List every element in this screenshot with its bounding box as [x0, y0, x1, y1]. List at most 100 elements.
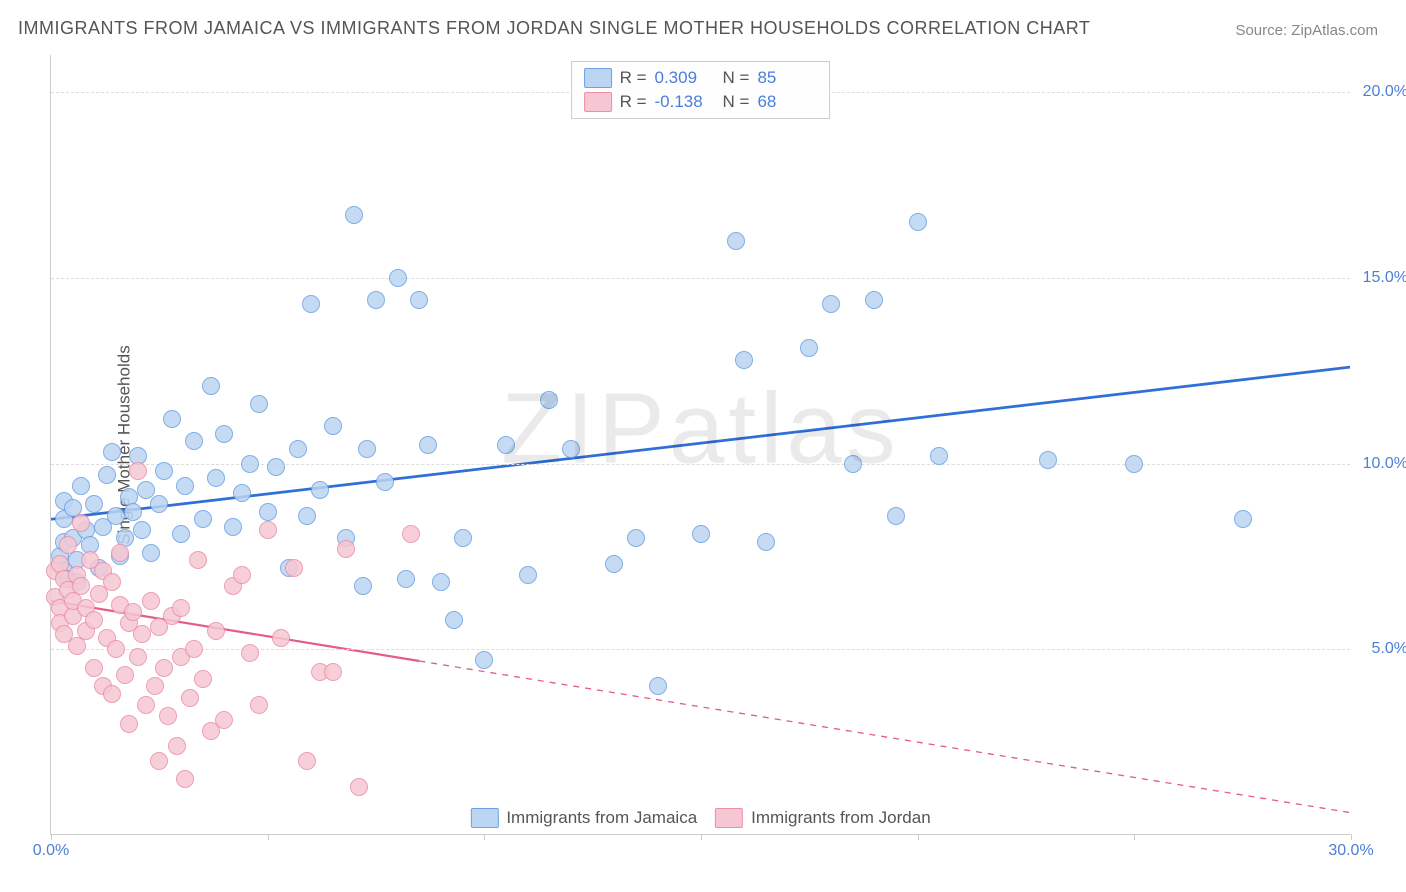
data-point-jordan	[111, 544, 129, 562]
legend-swatch-jamaica	[584, 68, 612, 88]
y-tick-label: 15.0%	[1363, 269, 1406, 287]
legend-swatch-jamaica-b	[470, 808, 498, 828]
data-point-jordan	[124, 603, 142, 621]
data-point-jordan	[120, 715, 138, 733]
legend-r-value-jamaica: 0.309	[655, 68, 715, 88]
data-point-jordan	[133, 625, 151, 643]
data-point-jordan	[146, 677, 164, 695]
data-point-jamaica	[163, 410, 181, 428]
data-point-jamaica	[98, 466, 116, 484]
data-point-jordan	[168, 737, 186, 755]
data-point-jamaica	[454, 529, 472, 547]
data-point-jordan	[129, 648, 147, 666]
series-legend: Immigrants from Jamaica Immigrants from …	[470, 808, 930, 828]
data-point-jamaica	[735, 351, 753, 369]
data-point-jamaica	[107, 507, 125, 525]
data-point-jamaica	[259, 503, 277, 521]
data-point-jordan	[72, 514, 90, 532]
y-tick-label: 5.0%	[1372, 640, 1406, 658]
data-point-jamaica	[540, 391, 558, 409]
data-point-jamaica	[250, 395, 268, 413]
data-point-jordan	[103, 685, 121, 703]
data-point-jamaica	[354, 577, 372, 595]
data-point-jamaica	[800, 339, 818, 357]
data-point-jamaica	[367, 291, 385, 309]
data-point-jamaica	[324, 417, 342, 435]
data-point-jamaica	[497, 436, 515, 454]
data-point-jamaica	[1039, 451, 1057, 469]
data-point-jordan	[137, 696, 155, 714]
correlation-legend: R = 0.309 N = 85 R = -0.138 N = 68	[571, 61, 831, 119]
legend-n-value-jordan: 68	[757, 92, 817, 112]
data-point-jamaica	[133, 521, 151, 539]
data-point-jamaica	[1125, 455, 1143, 473]
x-tick-label: 0.0%	[33, 842, 69, 860]
x-tick-mark	[484, 834, 485, 840]
data-point-jordan	[324, 663, 342, 681]
data-point-jordan	[337, 540, 355, 558]
data-point-jamaica	[207, 469, 225, 487]
data-point-jamaica	[185, 432, 203, 450]
data-point-jamaica	[345, 206, 363, 224]
legend-n-value-jamaica: 85	[757, 68, 817, 88]
data-point-jordan	[155, 659, 173, 677]
data-point-jamaica	[692, 525, 710, 543]
trend-lines-svg	[51, 55, 1350, 834]
data-point-jordan	[250, 696, 268, 714]
data-point-jamaica	[605, 555, 623, 573]
data-point-jamaica	[224, 518, 242, 536]
data-point-jordan	[85, 659, 103, 677]
data-point-jamaica	[233, 484, 251, 502]
data-point-jamaica	[1234, 510, 1252, 528]
data-point-jamaica	[376, 473, 394, 491]
y-tick-label: 20.0%	[1363, 83, 1406, 101]
data-point-jamaica	[194, 510, 212, 528]
data-point-jordan	[402, 525, 420, 543]
legend-n-label: N =	[723, 68, 750, 88]
data-point-jamaica	[150, 495, 168, 513]
x-tick-label: 30.0%	[1328, 842, 1373, 860]
x-tick-mark	[51, 834, 52, 840]
data-point-jordan	[176, 770, 194, 788]
data-point-jamaica	[930, 447, 948, 465]
data-point-jordan	[189, 551, 207, 569]
data-point-jordan	[116, 666, 134, 684]
data-point-jordan	[207, 622, 225, 640]
watermark-text: ZIPatlas	[501, 371, 900, 486]
trend-line-dashed-jordan	[419, 661, 1350, 813]
data-point-jamaica	[432, 573, 450, 591]
data-point-jamaica	[103, 443, 121, 461]
data-point-jamaica	[445, 611, 463, 629]
data-point-jamaica	[289, 440, 307, 458]
data-point-jamaica	[142, 544, 160, 562]
legend-r-label: R =	[620, 92, 647, 112]
data-point-jordan	[107, 640, 125, 658]
legend-swatch-jordan	[584, 92, 612, 112]
data-point-jordan	[172, 599, 190, 617]
legend-item-jordan: Immigrants from Jordan	[715, 808, 931, 828]
data-point-jordan	[129, 462, 147, 480]
legend-r-value-jordan: -0.138	[655, 92, 715, 112]
scatter-plot-area: Single Mother Households ZIPatlas R = 0.…	[50, 55, 1350, 835]
data-point-jordan	[241, 644, 259, 662]
data-point-jordan	[259, 521, 277, 539]
data-point-jordan	[142, 592, 160, 610]
legend-r-label: R =	[620, 68, 647, 88]
data-point-jamaica	[302, 295, 320, 313]
data-point-jamaica	[727, 232, 745, 250]
data-point-jamaica	[389, 269, 407, 287]
data-point-jordan	[285, 559, 303, 577]
data-point-jordan	[72, 577, 90, 595]
data-point-jamaica	[562, 440, 580, 458]
data-point-jamaica	[176, 477, 194, 495]
data-point-jamaica	[311, 481, 329, 499]
legend-row-jordan: R = -0.138 N = 68	[584, 90, 818, 114]
data-point-jordan	[185, 640, 203, 658]
data-point-jamaica	[124, 503, 142, 521]
data-point-jamaica	[298, 507, 316, 525]
data-point-jordan	[194, 670, 212, 688]
data-point-jamaica	[85, 495, 103, 513]
data-point-jamaica	[397, 570, 415, 588]
data-point-jamaica	[155, 462, 173, 480]
x-tick-mark	[1134, 834, 1135, 840]
